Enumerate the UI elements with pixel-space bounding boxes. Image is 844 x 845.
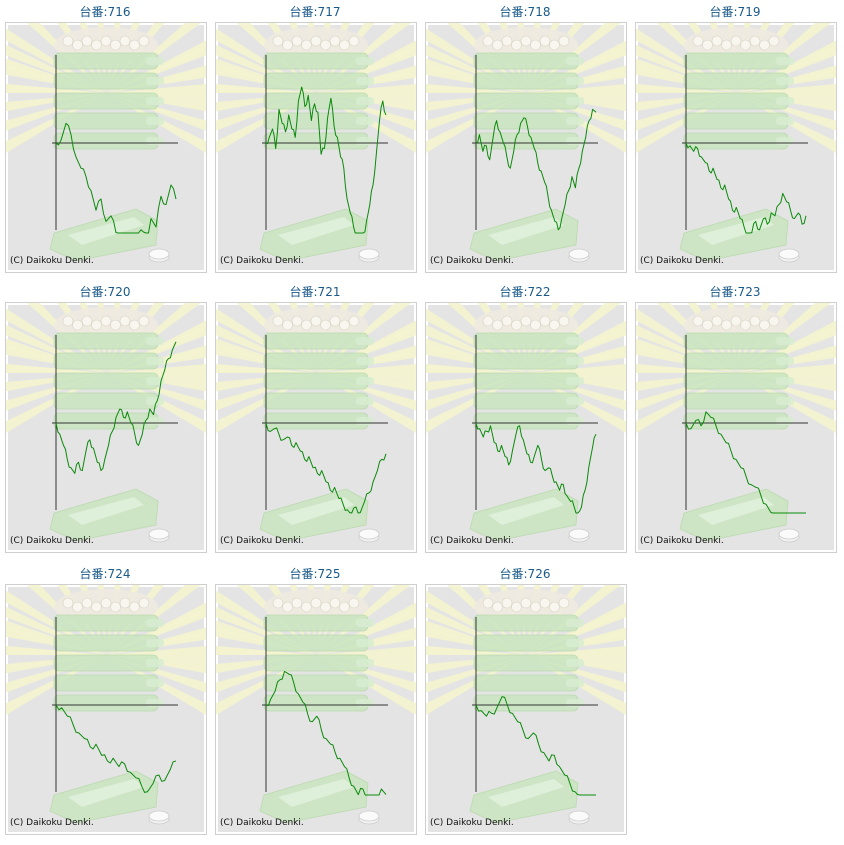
- machine-number-label[interactable]: 台番:726: [499, 567, 551, 581]
- graph-panel[interactable]: (C) Daikoku Denki.: [425, 584, 627, 835]
- machine-card[interactable]: 台番:723 (C) Daikoku Denki.: [630, 280, 840, 556]
- machine-number-label[interactable]: 台番:717: [289, 5, 341, 19]
- copyright-text: (C) Daikoku Denki.: [220, 256, 304, 266]
- graph-panel[interactable]: (C) Daikoku Denki.: [215, 584, 417, 835]
- slump-graph: [52, 55, 178, 234]
- slump-graph: [262, 617, 388, 796]
- balance-line: [55, 341, 177, 474]
- copyright-text: (C) Daikoku Denki.: [10, 256, 94, 266]
- copyright-text: (C) Daikoku Denki.: [640, 256, 724, 266]
- cabinet-watermark: [426, 23, 626, 263]
- machine-card[interactable]: 台番:722 (C) Daikoku Denki.: [420, 280, 630, 556]
- graph-panel[interactable]: (C) Daikoku Denki.: [635, 22, 837, 273]
- slump-graph: [52, 617, 178, 793]
- balance-line: [265, 86, 387, 234]
- machine-number-label[interactable]: 台番:719: [709, 5, 761, 19]
- graph-panel[interactable]: (C) Daikoku Denki.: [5, 584, 207, 835]
- balance-line: [55, 704, 177, 793]
- copyright-text: (C) Daikoku Denki.: [430, 818, 514, 828]
- graph-panel[interactable]: (C) Daikoku Denki.: [5, 22, 207, 273]
- cabinet-watermark: [426, 585, 626, 825]
- machine-card[interactable]: 台番:719 (C) Daikoku Denki.: [630, 0, 840, 276]
- machine-card[interactable]: 台番:718 (C) Daikoku Denki.: [420, 0, 630, 276]
- cabinet-watermark: [426, 303, 626, 543]
- balance-line: [685, 411, 806, 514]
- balance-line: [265, 670, 387, 796]
- copyright-text: (C) Daikoku Denki.: [430, 536, 514, 546]
- graph-canvas: [636, 23, 836, 263]
- machine-number-label[interactable]: 台番:721: [289, 285, 341, 299]
- machine-number-label[interactable]: 台番:716: [79, 5, 131, 19]
- machine-card[interactable]: 台番:716 (C) Daikoku Denki.: [0, 0, 210, 276]
- graph-canvas: [426, 303, 626, 543]
- balance-line: [475, 108, 597, 231]
- slump-graph: [472, 55, 598, 231]
- copyright-text: (C) Daikoku Denki.: [220, 536, 304, 546]
- balance-line: [475, 696, 596, 796]
- slump-graph: [52, 335, 178, 510]
- machine-card[interactable]: 台番:724 (C) Daikoku Denki.: [0, 562, 210, 838]
- balance-line: [475, 422, 597, 514]
- copyright-text: (C) Daikoku Denki.: [10, 536, 94, 546]
- cabinet-watermark: [636, 23, 836, 263]
- balance-line: [685, 142, 807, 234]
- graph-canvas: [636, 303, 836, 543]
- slump-graph: [262, 55, 388, 234]
- graph-canvas: [426, 585, 626, 825]
- graph-canvas: [216, 303, 416, 543]
- machine-number-label[interactable]: 台番:725: [289, 567, 341, 581]
- machine-card[interactable]: 台番:721 (C) Daikoku Denki.: [210, 280, 420, 556]
- copyright-text: (C) Daikoku Denki.: [10, 818, 94, 828]
- machine-card[interactable]: 台番:726 (C) Daikoku Denki.: [420, 562, 630, 838]
- slump-graph: [472, 335, 598, 514]
- graph-canvas: [6, 585, 206, 825]
- slump-graph: [472, 617, 598, 796]
- graph-panel[interactable]: (C) Daikoku Denki.: [425, 22, 627, 273]
- graph-panel[interactable]: (C) Daikoku Denki.: [635, 302, 837, 553]
- machine-card[interactable]: 台番:717 (C) Daikoku Denki.: [210, 0, 420, 276]
- machine-card[interactable]: 台番:720 (C) Daikoku Denki.: [0, 280, 210, 556]
- slump-graph: [262, 335, 388, 514]
- cabinet-watermark: [636, 303, 836, 543]
- machine-number-label[interactable]: 台番:724: [79, 567, 131, 581]
- cabinet-watermark: [216, 23, 416, 263]
- machine-number-label[interactable]: 台番:718: [499, 5, 551, 19]
- copyright-text: (C) Daikoku Denki.: [220, 818, 304, 828]
- graph-panel[interactable]: (C) Daikoku Denki.: [215, 302, 417, 553]
- copyright-text: (C) Daikoku Denki.: [640, 536, 724, 546]
- copyright-text: (C) Daikoku Denki.: [430, 256, 514, 266]
- machine-number-label[interactable]: 台番:723: [709, 285, 761, 299]
- balance-line: [55, 122, 177, 234]
- graph-canvas: [426, 23, 626, 263]
- graph-canvas: [216, 585, 416, 825]
- slump-graph: [682, 335, 808, 514]
- graph-panel[interactable]: (C) Daikoku Denki.: [215, 22, 417, 273]
- graph-canvas: [6, 303, 206, 543]
- machine-number-label[interactable]: 台番:722: [499, 285, 551, 299]
- graph-canvas: [216, 23, 416, 263]
- graph-canvas: [6, 23, 206, 263]
- graph-panel[interactable]: (C) Daikoku Denki.: [425, 302, 627, 553]
- graph-panel[interactable]: (C) Daikoku Denki.: [5, 302, 207, 553]
- slump-graph: [682, 55, 808, 234]
- balance-line: [265, 422, 387, 514]
- machine-number-label[interactable]: 台番:720: [79, 285, 131, 299]
- cabinet-watermark: [6, 23, 206, 263]
- machine-card[interactable]: 台番:725 (C) Daikoku Denki.: [210, 562, 420, 838]
